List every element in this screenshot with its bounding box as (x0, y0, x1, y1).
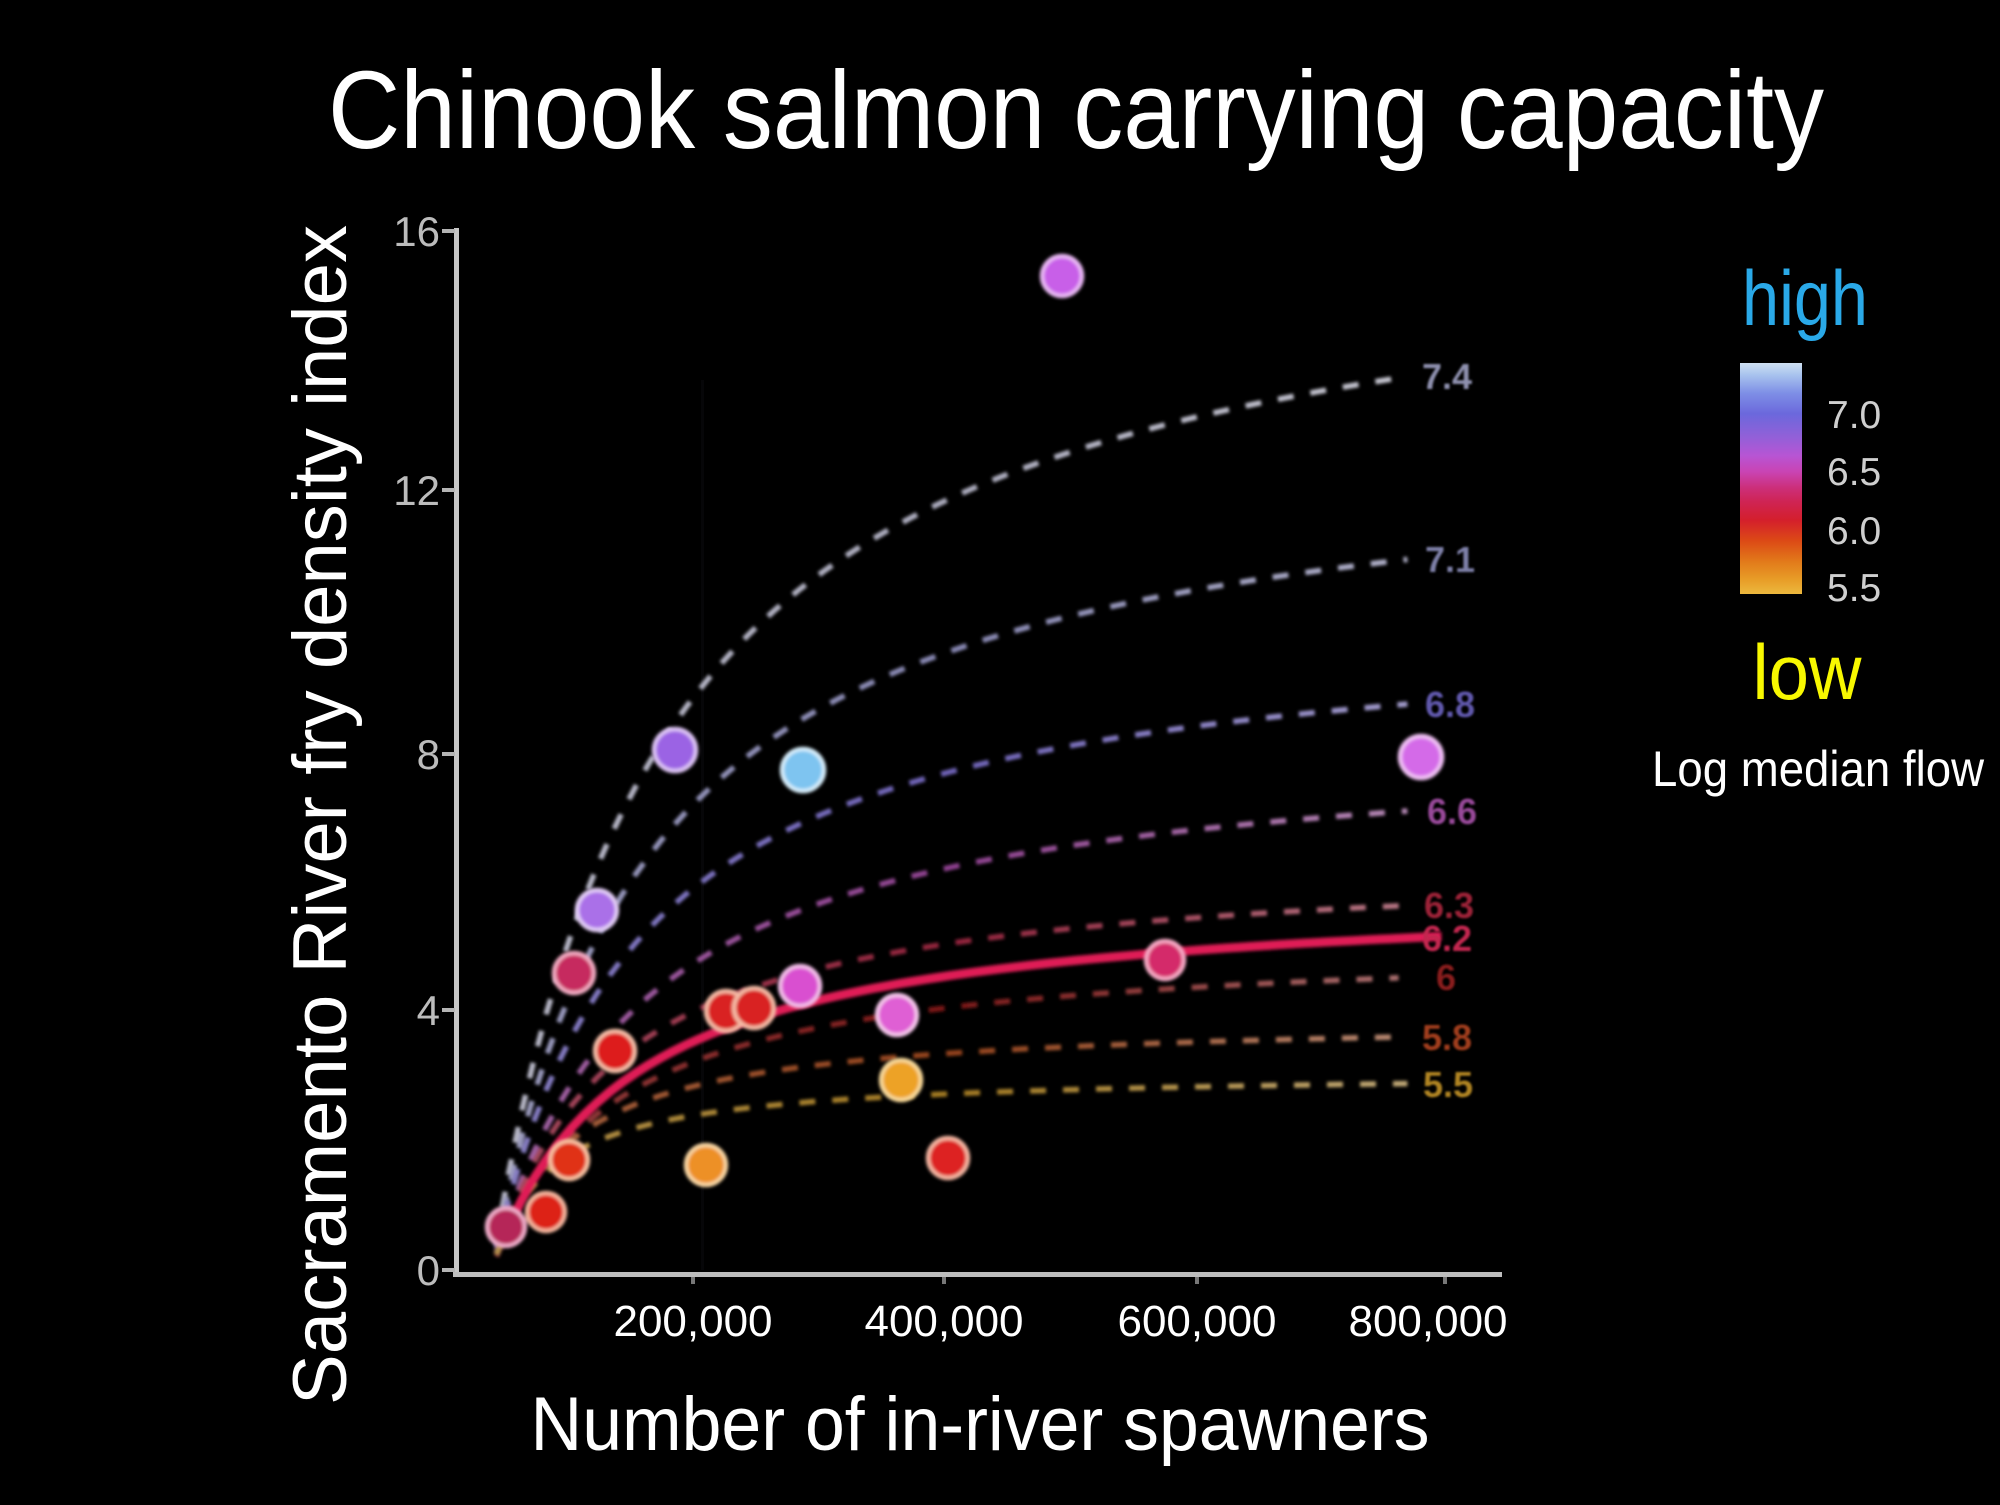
svg-text:Chinook salmon carrying capaci: Chinook salmon carrying capacity (328, 49, 1824, 172)
svg-text:12: 12 (393, 467, 440, 514)
svg-text:5.5: 5.5 (1423, 1064, 1473, 1105)
svg-text:6.8: 6.8 (1425, 684, 1475, 725)
svg-text:200,000: 200,000 (613, 1297, 772, 1346)
svg-text:400,000: 400,000 (864, 1297, 1023, 1346)
svg-text:Sacramento River fry density i: Sacramento River fry density index (278, 225, 363, 1405)
svg-text:0: 0 (417, 1247, 440, 1294)
svg-text:7.1: 7.1 (1425, 539, 1475, 580)
svg-text:Log median flow: Log median flow (1652, 741, 1985, 797)
svg-text:6.2: 6.2 (1422, 918, 1472, 959)
svg-text:6.3: 6.3 (1424, 885, 1474, 926)
svg-text:4: 4 (417, 987, 440, 1034)
svg-text:600,000: 600,000 (1117, 1297, 1276, 1346)
svg-text:5.8: 5.8 (1422, 1017, 1472, 1058)
svg-text:7.0: 7.0 (1827, 394, 1881, 437)
svg-text:low: low (1753, 628, 1863, 716)
svg-text:Number of in-river spawners: Number of in-river spawners (531, 1382, 1430, 1467)
svg-text:high: high (1742, 254, 1868, 342)
svg-text:6.5: 6.5 (1827, 451, 1881, 494)
svg-text:6: 6 (1436, 957, 1456, 998)
svg-text:5.5: 5.5 (1827, 567, 1881, 610)
svg-text:800,000: 800,000 (1348, 1297, 1507, 1346)
svg-text:6.6: 6.6 (1427, 791, 1477, 832)
svg-text:8: 8 (417, 731, 440, 778)
svg-text:6.0: 6.0 (1827, 510, 1881, 553)
svg-text:16: 16 (393, 208, 440, 255)
svg-text:7.4: 7.4 (1422, 356, 1472, 397)
